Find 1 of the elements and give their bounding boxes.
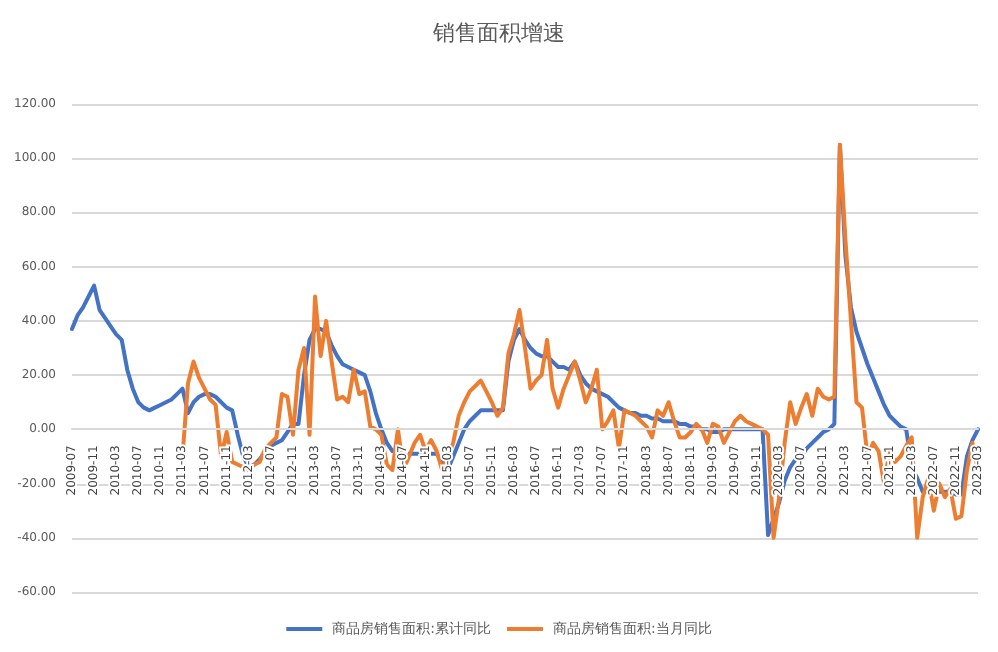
chart-title: 销售面积增速 [431,20,565,46]
